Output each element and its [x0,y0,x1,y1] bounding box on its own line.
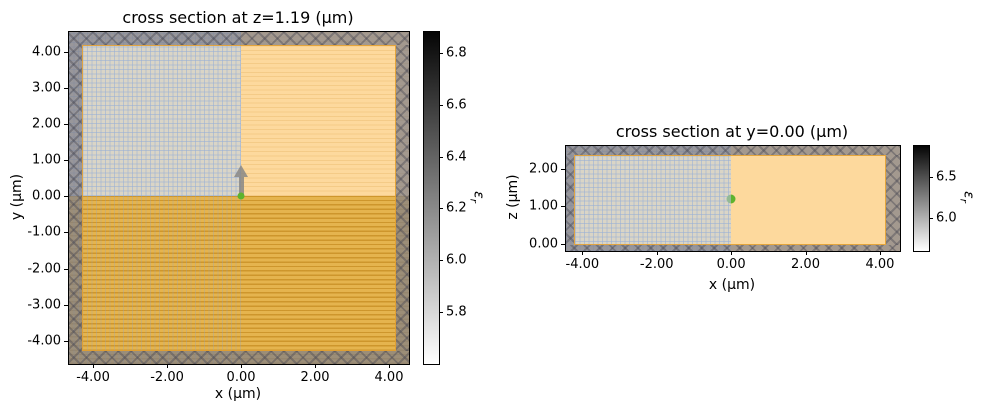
right-plot-canvas [566,146,900,251]
left-region-substrate-right [241,196,409,364]
source-direction-arrow-shaft-icon [238,177,244,196]
colorbar-tick-mark [439,52,443,54]
y-tick-mark [64,88,68,89]
colorbar-tick-mark [439,104,443,106]
y-tick-label: 3.00 [32,80,61,96]
colorbar-tick-mark [439,208,443,210]
colorbar-tick-label: 6.2 [446,200,467,216]
epsilon-symbol: ε [960,191,977,199]
y-tick-mark [64,51,68,53]
colorbar-tick-label: 6.5 [936,169,957,185]
left-region-background-mesh [69,32,241,196]
colorbar-tick-label: 6.4 [446,149,467,164]
x-tick-mark [167,364,169,368]
epsilon-symbol: ε [470,191,487,199]
left-pml-top [69,32,409,45]
x-tick-label: 2.00 [300,370,330,385]
x-tick-mark [805,251,807,255]
epsilon-subscript: r [957,198,969,203]
x-tick-label: -2.00 [639,257,674,272]
left-pml-bottom [69,351,409,364]
x-tick-mark [656,251,658,255]
x-tick-label: 2.00 [791,257,820,272]
right-pml-left [566,155,574,245]
y-tick-mark [64,124,68,126]
x-tick-label: 0.00 [226,370,256,385]
right-y-axis-label: z (μm) [505,174,521,220]
x-tick-mark [389,364,390,368]
right-colorbar-label: εr [958,191,977,203]
x-tick-label: 4.00 [865,257,895,272]
y-tick-label: -2.00 [27,261,61,277]
colorbar-tick-mark [929,177,933,179]
colorbar-tick-mark [929,218,933,220]
x-tick-mark [731,251,733,255]
left-colorbar-label: εr [468,191,487,203]
left-pml-right [396,45,409,351]
right-pml-bottom [566,245,900,251]
left-colorbar: 6.8 6.6 6.4 6.2 6.0 5.8 [423,31,467,365]
left-plot-axes: -4.00 -2.00 0.00 2.00 4.00 4.00 3.00 2.00 1.00 0.… [27,31,410,385]
y-tick-label: 4.00 [32,44,61,60]
epsilon-subscript: r [467,198,479,203]
x-tick-label: 0.00 [716,257,746,272]
x-tick-mark [315,364,317,368]
y-tick-label: -3.00 [27,297,61,313]
right-colorbar: 6.5 6.0 [913,145,957,252]
y-tick-mark [64,304,68,306]
colorbar-tick-mark [439,156,443,158]
right-plot-title: cross section at y=0.00 (μm) [615,122,849,141]
y-tick-label: 0.00 [32,188,61,204]
x-tick-label: -4.00 [565,257,600,272]
left-plot-canvas [69,32,409,364]
colorbar-tick-mark [439,260,443,262]
y-tick-mark [64,268,68,270]
y-tick-mark [561,243,565,245]
left-x-axis-label: x (μm) [214,386,262,402]
left-y-axis-label: y (μm) [9,173,25,221]
right-plot-axes: -4.00 -2.00 0.00 2.00 4.00 2.00 1.00 0.00 [529,145,901,272]
y-tick-label: 1.00 [529,198,558,214]
y-tick-mark [561,168,565,170]
colorbar-tick-label: 6.6 [446,97,467,113]
y-tick-mark [64,196,68,198]
colorbar-tick-mark [439,312,443,314]
source-direction-arrow-head-icon [234,165,248,177]
colorbar-tick-label: 6.0 [446,252,467,268]
y-tick-mark [64,160,68,162]
right-pml-right [886,155,900,245]
colorbar-tick-label: 5.8 [446,304,467,320]
x-tick-label: 4.00 [374,370,404,385]
x-tick-label: -2.00 [150,370,184,385]
right-region-background-mesh [566,146,731,251]
x-tick-mark [582,251,584,255]
right-region-structure [731,146,900,251]
left-origin-marker [237,192,245,200]
left-pml-left [69,45,82,351]
left-region-substrate-left [69,196,241,364]
x-tick-mark [93,364,95,368]
y-tick-label: -4.00 [27,333,61,349]
colorbar-tick-label: 6.0 [936,210,957,226]
y-tick-mark [561,206,565,208]
y-tick-label: -1.00 [27,224,61,240]
y-tick-mark [64,232,68,234]
right-pml-top [566,146,900,155]
x-tick-mark [241,364,243,368]
y-tick-label: 2.00 [529,161,558,177]
x-tick-mark [879,251,881,255]
left-region-structure-upper-right [241,32,409,196]
left-plot-title: cross section at z=1.19 (μm) [122,8,354,27]
colorbar-tick-label: 6.8 [446,45,467,61]
right-x-axis-label: x (μm) [708,277,756,293]
x-tick-label: -4.00 [76,370,110,385]
y-tick-label: 2.00 [32,116,61,132]
y-tick-mark [64,340,68,342]
y-tick-label: 1.00 [32,152,61,168]
y-tick-label: 0.00 [529,236,558,252]
right-source-marker [726,194,736,204]
